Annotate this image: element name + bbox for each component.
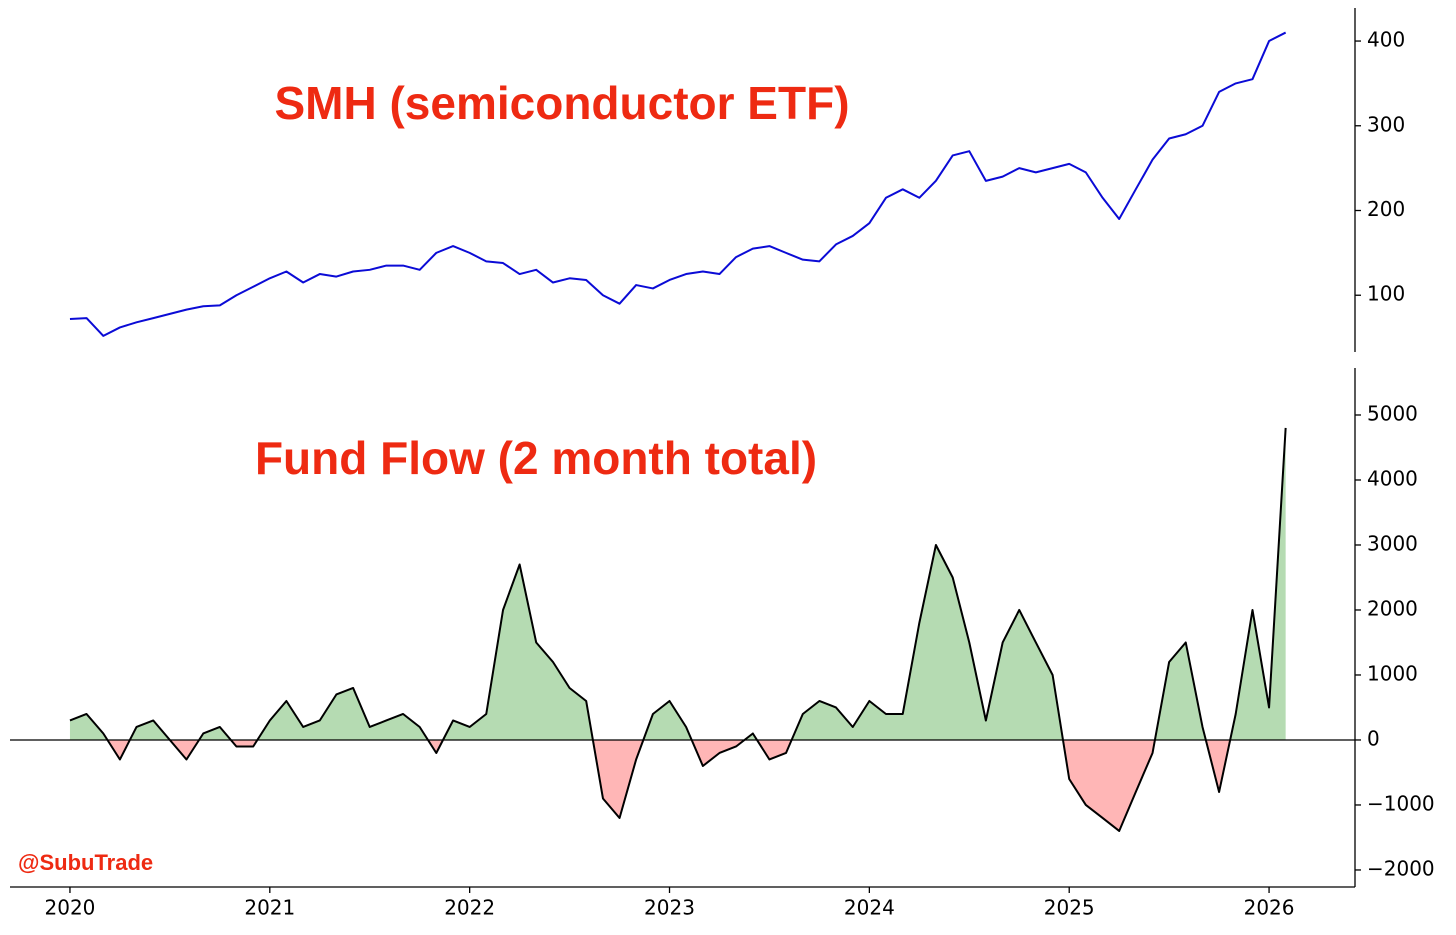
x-tick-label: 2025 bbox=[1044, 896, 1095, 920]
y-tick-label: −2000 bbox=[1367, 856, 1435, 880]
x-tick-label: 2023 bbox=[644, 896, 695, 920]
y-tick-label: 100 bbox=[1367, 282, 1405, 306]
x-tick-label: 2020 bbox=[45, 896, 96, 920]
x-tick-label: 2024 bbox=[844, 896, 895, 920]
y-tick-label: 5000 bbox=[1367, 401, 1418, 425]
x-tick-label: 2022 bbox=[444, 896, 495, 920]
positive-area bbox=[69, 427, 1286, 740]
chart-title: SMH (semiconductor ETF) bbox=[274, 77, 849, 129]
y-tick-label: 400 bbox=[1367, 28, 1405, 52]
y-tick-label: 0 bbox=[1367, 726, 1380, 750]
series-line bbox=[69, 427, 1287, 832]
series-line bbox=[69, 31, 1287, 337]
y-tick-label: −1000 bbox=[1367, 791, 1435, 815]
watermark: @SubuTrade bbox=[18, 850, 153, 875]
y-tick-label: 300 bbox=[1367, 112, 1405, 136]
y-tick-label: 200 bbox=[1367, 197, 1405, 221]
y-tick-label: 3000 bbox=[1367, 531, 1418, 555]
x-tick-label: 2021 bbox=[244, 896, 295, 920]
negative-area bbox=[107, 739, 1231, 831]
chart-title: Fund Flow (2 month total) bbox=[255, 432, 817, 484]
y-tick-label: 4000 bbox=[1367, 466, 1418, 490]
x-tick-label: 2026 bbox=[1244, 896, 1295, 920]
y-tick-label: 1000 bbox=[1367, 661, 1418, 685]
y-tick-label: 2000 bbox=[1367, 596, 1418, 620]
